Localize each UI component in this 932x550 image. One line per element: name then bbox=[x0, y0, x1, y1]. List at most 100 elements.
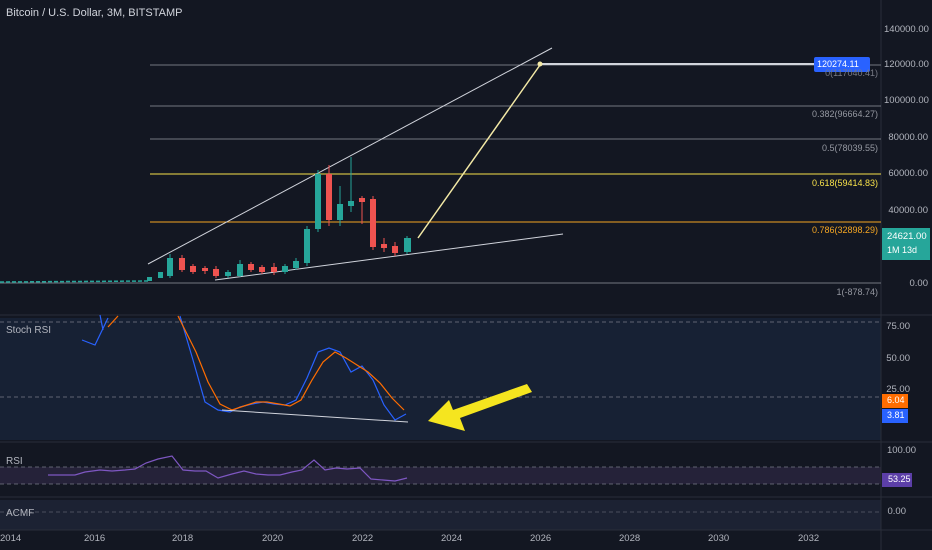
flat-early-price bbox=[0, 280, 151, 283]
fib-label-0: 0(117040.41) bbox=[825, 68, 878, 78]
candle-body bbox=[202, 268, 208, 271]
candle-body bbox=[392, 246, 398, 253]
fib-label-0786: 0.786(32898.29) bbox=[811, 225, 878, 235]
stoch-rsi-label[interactable]: Stoch RSI bbox=[6, 325, 52, 336]
candle bbox=[179, 255, 185, 272]
time-tick-2014: 2014 bbox=[0, 533, 22, 544]
candle bbox=[359, 196, 365, 224]
rsi-label[interactable]: RSI bbox=[6, 456, 23, 467]
time-tick-2030: 2030 bbox=[708, 533, 730, 544]
stoch-tick-75: 75.00 bbox=[886, 321, 910, 332]
candle-body bbox=[190, 266, 196, 272]
target-price-label: 120274.11 bbox=[817, 59, 859, 69]
candle bbox=[348, 157, 354, 212]
candle-body bbox=[326, 174, 332, 220]
acmf-label[interactable]: ACMF bbox=[6, 508, 35, 519]
candle bbox=[404, 236, 411, 254]
candle bbox=[237, 260, 243, 277]
candle bbox=[248, 262, 254, 272]
stoch-k-line-early-2 bbox=[99, 314, 104, 331]
target-point[interactable] bbox=[537, 61, 543, 67]
time-tick-2020: 2020 bbox=[262, 533, 284, 544]
candle bbox=[315, 170, 321, 232]
candle bbox=[213, 266, 219, 278]
stoch-d-value: 6.04 bbox=[887, 395, 905, 405]
stoch-k-line-early bbox=[81, 317, 109, 346]
channel-lower-line[interactable] bbox=[214, 233, 564, 281]
price-tick-80000: 80000.00 bbox=[888, 132, 928, 143]
time-tick-2016: 2016 bbox=[84, 533, 106, 544]
target-price-badge[interactable]: 120274.11 bbox=[814, 57, 870, 72]
stoch-k-value: 3.81 bbox=[887, 410, 905, 420]
divergence-line[interactable] bbox=[221, 409, 409, 423]
candle-body bbox=[167, 258, 173, 276]
stoch-d-line-early bbox=[107, 315, 119, 328]
candle-body bbox=[337, 204, 343, 220]
price-tick-140000: 140000.00 bbox=[884, 24, 929, 35]
candle-body bbox=[348, 201, 354, 206]
projection-line[interactable] bbox=[417, 64, 541, 239]
channel-upper-line[interactable] bbox=[147, 47, 553, 265]
candle-body bbox=[381, 244, 387, 248]
time-tick-2022: 2022 bbox=[352, 533, 374, 544]
current-price: 24621.00 bbox=[887, 231, 927, 242]
candle bbox=[392, 242, 398, 256]
rsi-band bbox=[0, 467, 881, 484]
stoch-tick-25: 25.00 bbox=[886, 384, 910, 395]
candle-body bbox=[259, 267, 265, 272]
candle-body bbox=[293, 261, 299, 268]
fib-label-0618: 0.618(59414.83) bbox=[811, 178, 878, 188]
candle-body bbox=[282, 266, 288, 272]
candle bbox=[202, 266, 208, 274]
stoch-d-line bbox=[177, 315, 405, 411]
price-tick-0: 0.00 bbox=[909, 278, 929, 289]
candle bbox=[190, 264, 196, 274]
acmf-tick-0: 0.00 bbox=[887, 506, 907, 517]
candle-body bbox=[304, 229, 310, 263]
candle bbox=[259, 265, 265, 274]
candle bbox=[304, 226, 310, 266]
candle-body bbox=[370, 199, 376, 247]
candle-body bbox=[359, 198, 365, 202]
candle bbox=[326, 165, 332, 226]
candle bbox=[337, 186, 343, 226]
bar-countdown: 1M 13d bbox=[887, 245, 918, 255]
candle bbox=[167, 254, 173, 278]
stoch-k-badge: 3.81 bbox=[882, 409, 908, 423]
time-tick-2024: 2024 bbox=[441, 533, 463, 544]
candle bbox=[381, 238, 387, 252]
candle-body bbox=[248, 264, 254, 270]
candle bbox=[282, 264, 288, 274]
candle bbox=[271, 263, 277, 275]
time-tick-2032: 2032 bbox=[798, 533, 820, 544]
early-candles bbox=[0, 272, 163, 283]
acmf-band bbox=[0, 500, 881, 530]
candle-body bbox=[225, 272, 231, 276]
candle-body bbox=[404, 238, 411, 252]
current-price-badge[interactable]: 24621.00 1M 13d bbox=[882, 228, 930, 260]
stoch-tick-50: 50.00 bbox=[886, 353, 910, 364]
candle-body bbox=[158, 272, 163, 278]
candle-body bbox=[315, 174, 321, 229]
rsi-line bbox=[48, 455, 408, 482]
time-tick-2018: 2018 bbox=[172, 533, 194, 544]
candle-body bbox=[179, 258, 185, 270]
rsi-value-badge: 53.25 bbox=[882, 473, 912, 487]
price-tick-60000: 60000.00 bbox=[888, 168, 928, 179]
annotation-arrow[interactable] bbox=[428, 384, 532, 431]
time-tick-2026: 2026 bbox=[530, 533, 552, 544]
price-tick-120000: 120000.00 bbox=[884, 59, 929, 70]
fib-label-05: 0.5(78039.55) bbox=[821, 143, 878, 153]
candle bbox=[293, 258, 299, 270]
price-tick-100000: 100000.00 bbox=[884, 95, 929, 106]
candle-body bbox=[237, 264, 243, 276]
candle bbox=[225, 270, 231, 278]
time-tick-2028: 2028 bbox=[619, 533, 641, 544]
candle-body bbox=[271, 267, 277, 272]
chart-title[interactable]: Bitcoin / U.S. Dollar, 3M, BITSTAMP bbox=[6, 7, 183, 19]
candles bbox=[0, 157, 411, 283]
rsi-tick-100: 100.00 bbox=[886, 445, 916, 456]
stoch-d-badge: 6.04 bbox=[882, 394, 908, 408]
fib-label-0382: 0.382(96664.27) bbox=[811, 109, 878, 119]
